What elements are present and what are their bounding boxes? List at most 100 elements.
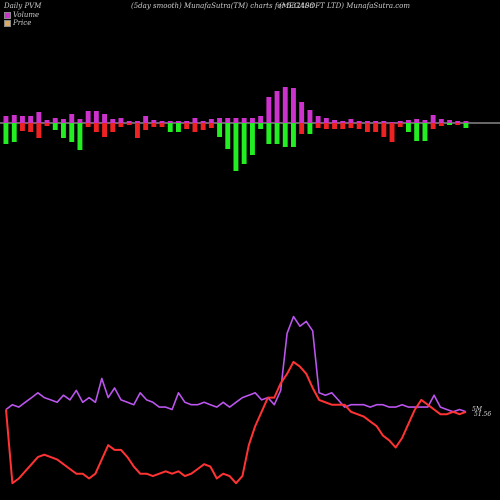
volume-bar-up (192, 118, 198, 123)
volume-bars (3, 87, 469, 171)
volume-bar-up (233, 118, 239, 123)
volume-bar-up (463, 121, 469, 123)
volume-bar-down (192, 123, 198, 132)
volume-bar-up (389, 122, 395, 123)
volume-bar-down (61, 123, 66, 138)
volume-bar-up (20, 116, 25, 123)
volume-bar-down (69, 123, 75, 142)
volume-bar-down (44, 123, 50, 126)
volume-bar-down (258, 123, 264, 129)
volume-bar-up (274, 91, 280, 123)
volume-bar-up (356, 121, 362, 123)
volume-bar-up (151, 120, 157, 123)
volume-bar-up (176, 121, 181, 123)
volume-bar-up (77, 119, 83, 123)
volume-bar-down (365, 123, 370, 132)
volume-bar-up (241, 118, 247, 123)
volume-bar-up (36, 112, 42, 123)
volume-bar-down (299, 123, 305, 134)
volume-bar-down (20, 123, 25, 131)
volume-bar-down (135, 123, 140, 138)
line-volume (5, 315, 467, 413)
volume-bar-up (208, 119, 214, 123)
volume-bar-up (167, 121, 173, 123)
volume-bar-up (135, 121, 140, 123)
volume-bar-up (381, 121, 387, 123)
volume-bar-down (274, 123, 280, 144)
volume-bar-up (266, 97, 272, 123)
volume-bar-up (225, 118, 231, 123)
volume-bar-down (332, 123, 337, 129)
volume-bar-down (422, 123, 428, 141)
legend-price-swatch (4, 19, 11, 27)
volume-bar-up (85, 111, 91, 123)
volume-bar-up (373, 121, 379, 123)
volume-bar-down (250, 123, 255, 155)
volume-bar-down (36, 123, 42, 138)
volume-bar-up (200, 121, 206, 123)
volume-bar-up (143, 116, 149, 123)
volume-bar-down (102, 123, 107, 137)
volume-bar-up (250, 118, 255, 123)
volume-bar-down (110, 123, 116, 132)
volume-bar-down (126, 123, 132, 125)
volume-bar-down (151, 123, 157, 127)
volume-bar-up (414, 119, 420, 123)
volume-bar-up (455, 121, 461, 123)
price-volume-lines (5, 315, 467, 485)
volume-bar-up (323, 118, 329, 123)
volume-bar-down (323, 123, 329, 129)
volume-bar-down (184, 123, 190, 129)
volume-bar-up (282, 87, 288, 123)
legend-volume-swatch (4, 11, 11, 19)
volume-bar-up (315, 116, 321, 123)
volume-bar-down (307, 123, 313, 134)
volume-bar-down (455, 123, 461, 125)
volume-bar-up (422, 120, 428, 123)
volume-bar-down (266, 123, 272, 144)
volume-bar-down (176, 123, 181, 132)
volume-bar-up (102, 114, 107, 123)
volume-bar-up (430, 115, 436, 123)
volume-bar-up (348, 119, 354, 123)
volume-bar-down (389, 123, 395, 142)
volume-bar-up (126, 121, 132, 123)
volume-bar-up (159, 121, 165, 123)
volume-bar-up (447, 120, 452, 123)
volume-bar-up (291, 88, 296, 123)
legend-volume-label: Volume (13, 11, 40, 19)
volume-bar-down (282, 123, 288, 147)
legend-volume: Volume (4, 11, 39, 19)
volume-bar-down (52, 123, 58, 130)
volume-bar-down (200, 123, 206, 130)
line-price (5, 360, 467, 485)
volume-bar-down (406, 123, 411, 132)
volume-bar-up (406, 120, 411, 123)
volume-bar-down (77, 123, 83, 150)
volume-bar-down (159, 123, 165, 127)
volume-bar-down (315, 123, 321, 128)
volume-bar-down (430, 123, 436, 129)
volume-bar-up (299, 102, 305, 123)
volume-bar-down (233, 123, 239, 171)
volume-bar-up (52, 118, 58, 123)
chart-header-center: (5day smooth) MunafaSutra(TM) charts for… (131, 2, 314, 10)
chart-header-left: Daily PVM (4, 2, 42, 10)
volume-bar-down (348, 123, 354, 128)
volume-bar-down (11, 123, 17, 142)
volume-bar-up (93, 111, 99, 123)
volume-bar-up (28, 116, 34, 123)
volume-bar-down (447, 123, 452, 125)
volume-bar-down (28, 123, 34, 132)
volume-bar-down (340, 123, 346, 129)
volume-bar-down (397, 123, 403, 127)
volume-bar-down (93, 123, 99, 132)
volume-bar-down (438, 123, 444, 126)
volume-bar-down (3, 123, 9, 144)
volume-bar-down (356, 123, 362, 129)
volume-bar-up (110, 119, 116, 123)
volume-bar-up (340, 121, 346, 123)
volume-bar-up (438, 119, 444, 123)
